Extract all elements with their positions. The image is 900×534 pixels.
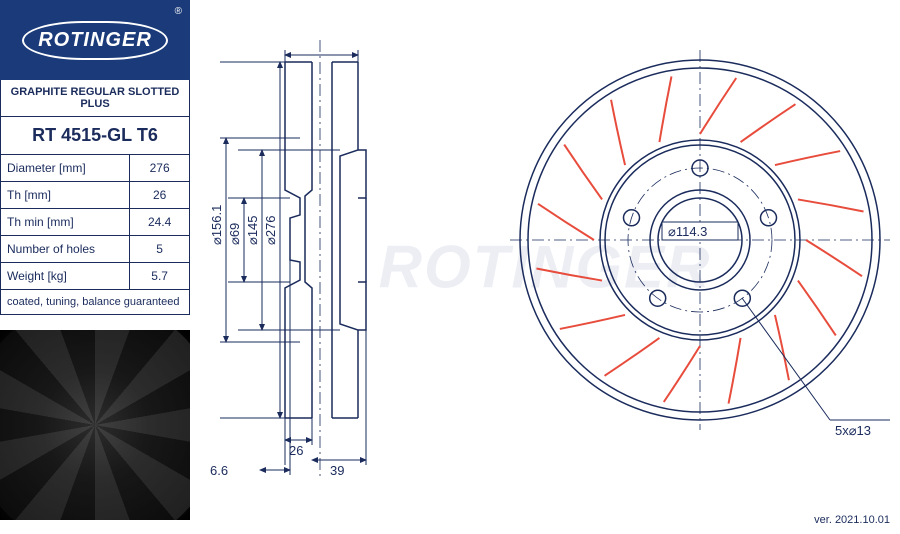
spec-label: Number of holes [1,236,130,263]
spec-value: 24.4 [130,209,190,236]
table-row: Number of holes5 [1,236,190,263]
spec-value: 26 [130,182,190,209]
spec-label: Weight [kg] [1,263,130,290]
technical-drawing: ROTINGER [190,0,900,534]
dim-th26: 26 [289,443,303,458]
spec-label: Th min [mm] [1,209,130,236]
slot-line [729,338,741,404]
slot-line [700,78,736,134]
dim-d276: ⌀276 [263,215,278,245]
table-row: Diameter [mm]276 [1,155,190,182]
slot-line [611,100,625,165]
slot-line [564,145,602,200]
slot-line [798,281,836,336]
part-number: RT 4515-GL T6 [0,117,190,155]
slot-line [775,151,840,165]
dim-6-6: 6.6 [210,463,228,478]
front-view: ⌀114.3 5x⌀13 [510,50,890,438]
product-line: GRAPHITE REGULAR SLOTTED PLUS [0,80,190,117]
brand-text: ROTINGER [22,21,168,60]
dim-d156: ⌀156.1 [209,205,224,245]
spec-value: 5 [130,236,190,263]
slot-line [536,269,602,281]
slot-line [605,338,660,376]
slot-line [806,240,862,276]
slot-line [798,199,864,211]
dim-d69: ⌀69 [227,223,242,245]
dim-d145: ⌀145 [245,215,260,245]
slot-line [664,346,700,402]
slot-line [775,315,789,380]
product-notes: coated, tuning, balance guaranteed [0,290,190,315]
side-view: ⌀276 ⌀145 ⌀69 ⌀156.1 26 39 6.6 [209,40,366,480]
slot-line [741,104,796,142]
dim-39: 39 [330,463,344,478]
slot-line [538,204,594,240]
registered-icon: ® [175,6,182,17]
table-row: Th min [mm]24.4 [1,209,190,236]
table-row: Weight [kg]5.7 [1,263,190,290]
table-row: Th [mm]26 [1,182,190,209]
spec-label: Th [mm] [1,182,130,209]
dim-bolt-pattern: 5x⌀13 [835,423,871,438]
brand-logo: ROTINGER ® [0,0,190,80]
slot-line [659,76,671,142]
dim-d114-3: ⌀114.3 [668,224,707,239]
version-label: ver. 2021.10.01 [814,514,890,526]
spec-value: 276 [130,155,190,182]
slot-line [560,315,625,329]
product-photo [0,330,190,520]
spec-label: Diameter [mm] [1,155,130,182]
spec-value: 5.7 [130,263,190,290]
drawing-svg: ⌀276 ⌀145 ⌀69 ⌀156.1 26 39 6.6 [190,0,900,534]
spec-table: Diameter [mm]276 Th [mm]26 Th min [mm]24… [0,155,190,290]
